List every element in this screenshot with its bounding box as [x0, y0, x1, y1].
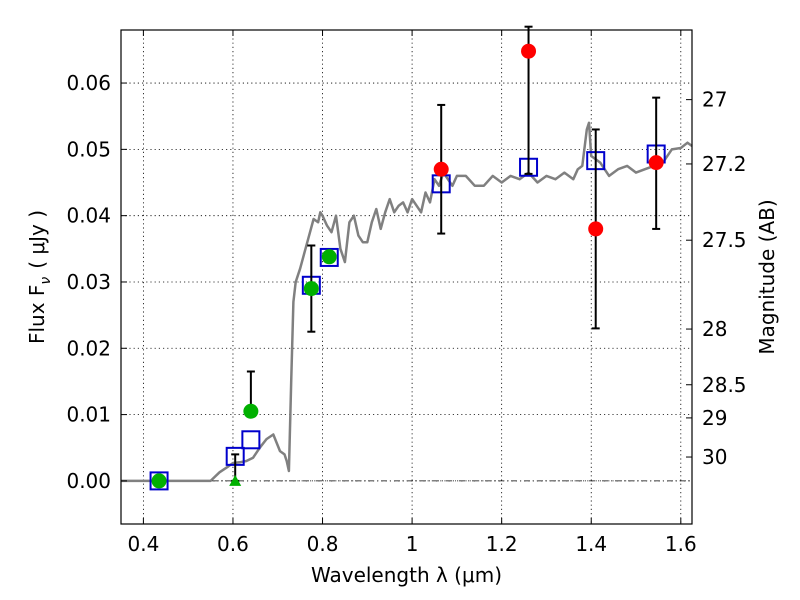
x-tick-label: 0.6: [217, 532, 249, 556]
y2-tick-label: 27: [702, 88, 727, 112]
y-tick-label: 0.06: [66, 71, 111, 95]
x-tick-label: 1: [406, 532, 419, 556]
grid: [121, 30, 692, 524]
observed-green-point: [243, 403, 259, 419]
x-tick-label: 0.8: [307, 532, 339, 556]
x-tick-label: 1.4: [575, 532, 607, 556]
observed-red-point: [521, 43, 537, 59]
y-axis-label-subscript: ν: [38, 277, 54, 285]
observed-green-point: [151, 473, 167, 489]
model-photometry-square: [319, 247, 339, 267]
y2-tick-label: 28: [702, 317, 727, 341]
x-axis-label: Wavelength λ (μm): [311, 563, 502, 587]
observed-red-point: [648, 155, 664, 171]
y-tick-label: 0.00: [66, 469, 111, 493]
y2-axis-label: Magnitude (AB): [755, 199, 779, 354]
y2-tick-label: 27.5: [702, 228, 747, 252]
y-tick-label: 0.03: [66, 270, 111, 294]
observed-green-point: [321, 249, 337, 265]
x-tick-label: 0.4: [127, 532, 159, 556]
y-tick-label: 0.05: [66, 137, 111, 161]
y-tick-label: 0.01: [66, 403, 111, 427]
y2-tick-label: 27.2: [702, 152, 747, 176]
x-tick-label: 1.2: [486, 532, 518, 556]
y-axis-label-text: Flux F: [25, 285, 49, 344]
y-axis-label: Flux Fν ( μJy ): [25, 210, 54, 344]
model-photometry-square: [149, 471, 169, 491]
model-photometry-square: [241, 430, 261, 450]
plot-series: [121, 25, 693, 491]
x-tick-label: 1.6: [665, 532, 697, 556]
y-tick-label: 0.02: [66, 336, 111, 360]
plot-frame: [120, 29, 693, 525]
observed-green-point: [303, 281, 319, 297]
upper-limit-triangle: [229, 474, 242, 486]
observed-red-point: [433, 161, 449, 177]
y-axis-label-unit: ( μJy ): [25, 210, 49, 269]
axis-ticks: 0.4 0.6 0.8 1 1.2 1.4 1.6 0.00 0.01 0.02 0.03 0.04 0…: [66, 30, 747, 556]
observed-red-point: [588, 221, 604, 237]
y2-tick-label: 30: [702, 445, 727, 469]
y2-tick-label: 29: [702, 406, 727, 430]
y2-tick-label: 28.5: [702, 373, 747, 397]
y-tick-label: 0.04: [66, 204, 111, 228]
template-spectrum-line: [121, 121, 693, 483]
